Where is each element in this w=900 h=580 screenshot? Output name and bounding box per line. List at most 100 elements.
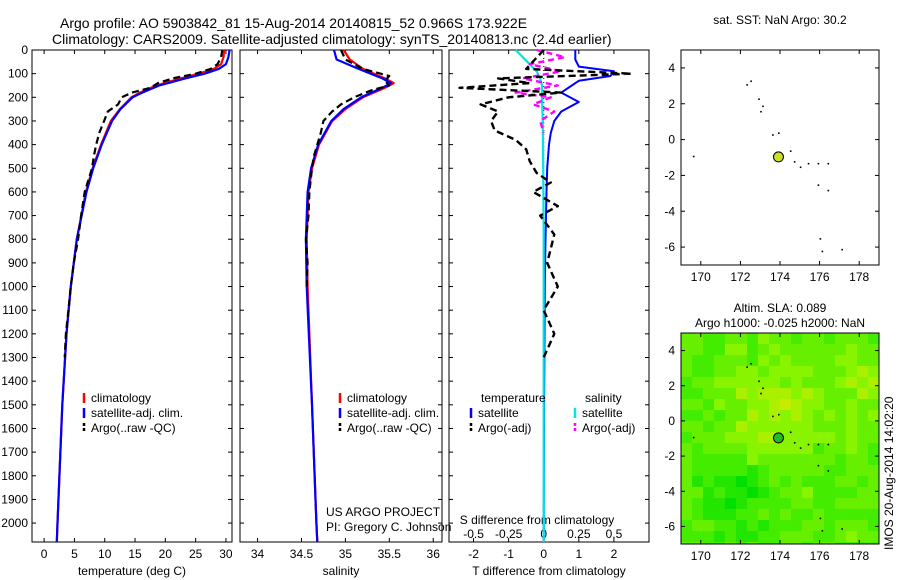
coastline-dot: [760, 392, 762, 395]
heatmap-cell: [714, 344, 726, 356]
heatmap-cell: [681, 476, 693, 488]
heatmap-cell: [736, 432, 748, 444]
heatmap-cell: [813, 410, 825, 422]
heatmap-cell: [747, 487, 759, 499]
heatmap-cell: [725, 531, 737, 543]
coastline-dot: [772, 134, 774, 136]
heatmap-cell: [758, 421, 770, 433]
heatmap-cell: [813, 531, 825, 543]
heatmap-cell: [758, 333, 770, 345]
heatmap-cell: [813, 432, 825, 444]
heatmap-cell: [692, 509, 704, 521]
heatmap-cell: [802, 443, 814, 455]
heatmap-cell: [703, 454, 715, 466]
coastline-dot: [817, 443, 820, 446]
x-tick-label: 172: [730, 270, 750, 284]
axes-frame: [239, 49, 443, 543]
heatmap-cell: [813, 377, 825, 389]
heatmap-cell: [824, 465, 836, 477]
heatmap-cell: [802, 476, 814, 488]
heatmap-cell: [758, 366, 770, 378]
heatmap-cell: [736, 498, 748, 510]
heatmap-cell: [846, 399, 858, 411]
heatmap-cell: [769, 520, 781, 532]
heatmap-cell: [725, 465, 737, 477]
heatmap-cell: [780, 454, 792, 466]
heatmap-cell: [813, 333, 825, 345]
heatmap-cell: [791, 531, 803, 543]
heatmap-cell: [769, 531, 781, 543]
heatmap-cell: [681, 509, 693, 521]
heatmap-cell: [857, 432, 869, 444]
heatmap-cell: [846, 410, 858, 422]
heatmap-cell: [824, 388, 836, 400]
heatmap-cell: [736, 377, 748, 389]
heatmap-cell: [791, 465, 803, 477]
heatmap-cell: [681, 520, 693, 532]
heatmap-cell: [868, 509, 879, 521]
y-tick-label: 2000: [1, 516, 28, 530]
heatmap-cell: [835, 366, 847, 378]
heatmap-cell: [681, 366, 693, 378]
heatmap-cell: [736, 410, 748, 422]
heatmap-cell: [736, 476, 748, 488]
y-tick-label: 600: [8, 185, 28, 199]
y-tick-label: 100: [8, 67, 28, 81]
heatmap-cell: [846, 520, 858, 532]
heatmap-cell: [681, 443, 693, 455]
x-tick-label: 2: [611, 547, 618, 561]
heatmap-cell: [791, 542, 803, 544]
heatmap-cell: [791, 377, 803, 389]
heatmap-cell: [692, 476, 704, 488]
y-tick-label: -6: [664, 240, 675, 254]
heatmap-cell: [835, 509, 847, 521]
y-tick-label: 1800: [1, 469, 28, 483]
heatmap-cell: [857, 454, 869, 466]
heatmap-cell: [813, 476, 825, 488]
heatmap-cell: [703, 476, 715, 488]
coastline-dot: [760, 110, 762, 113]
heatmap-cell: [714, 465, 726, 477]
coastline-dot: [692, 436, 695, 439]
pi-label: PI: Gregory C. Johnson: [326, 520, 451, 534]
x-tick-label: 35: [339, 547, 353, 561]
y-tick-label: 1400: [1, 374, 28, 388]
heatmap-cell: [835, 476, 847, 488]
heatmap-cell: [692, 531, 704, 543]
heatmap-cell: [736, 487, 748, 499]
sla-map-panel: 170 172 174 176 178 -6 -4 -2 0 2 4 Altim. SLA: 0.08…: [664, 301, 880, 563]
heatmap-cell: [736, 344, 748, 356]
legend-label: Argo(..raw -QC): [347, 421, 432, 435]
heatmap-cell: [791, 410, 803, 422]
heatmap-cell: [835, 344, 847, 356]
heatmap-cell: [780, 487, 792, 499]
coastline-dot: [758, 98, 760, 100]
y-tick-label: -6: [664, 519, 675, 533]
heatmap-cell: [846, 366, 858, 378]
coastline-dot: [772, 415, 774, 418]
heatmap-cell: [824, 333, 836, 345]
heatmap-cell: [703, 344, 715, 356]
heatmap-cell: [824, 366, 836, 378]
heatmap-cell: [791, 333, 803, 345]
coastline-dot: [758, 380, 760, 383]
heatmap-cell: [813, 487, 825, 499]
heatmap-cell: [703, 531, 715, 543]
heatmap-cell: [780, 399, 792, 411]
heatmap-cell: [846, 509, 858, 521]
project-label: US ARGO PROJECT: [326, 505, 441, 519]
heatmap-cell: [791, 344, 803, 356]
heatmap-cell: [714, 498, 726, 510]
heatmap-cell: [857, 333, 869, 345]
header-line1: Argo profile: AO 5903842_81 15-Aug-2014 …: [60, 15, 527, 31]
heatmap-field: [681, 333, 879, 544]
heatmap-cell: [791, 399, 803, 411]
heatmap-cell: [747, 443, 759, 455]
heatmap-cell: [714, 399, 726, 411]
heatmap-cell: [802, 377, 814, 389]
heatmap-cell: [692, 399, 704, 411]
heatmap-cell: [758, 410, 770, 422]
heatmap-cell: [714, 542, 726, 544]
heatmap-cell: [758, 454, 770, 466]
heatmap-cell: [857, 399, 869, 411]
